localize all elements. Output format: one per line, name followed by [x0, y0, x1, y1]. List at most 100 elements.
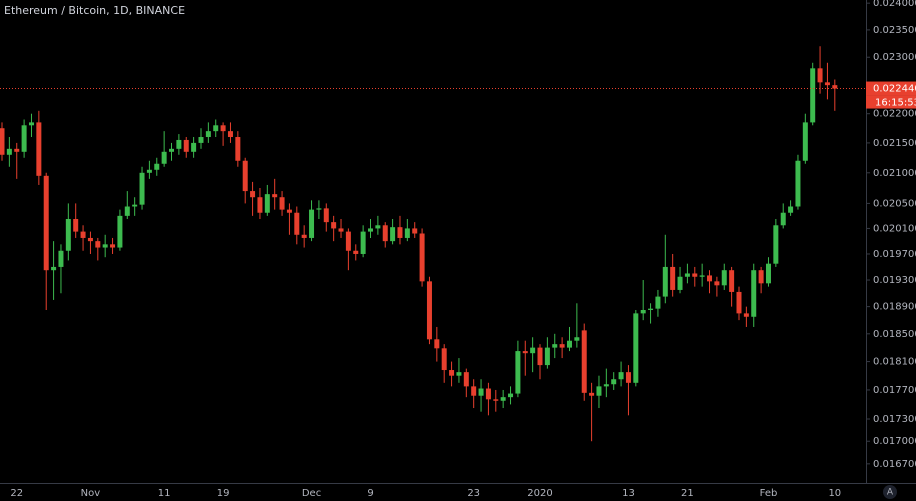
- candle-body: [736, 291, 742, 314]
- candle-body: [434, 339, 440, 349]
- candle-body: [51, 266, 57, 271]
- candle-body: [677, 276, 683, 290]
- candle-body: [14, 148, 20, 152]
- candle-body: [684, 273, 690, 277]
- candle-body: [220, 125, 226, 132]
- candle-body: [43, 175, 49, 271]
- candle-body: [154, 163, 160, 170]
- candle-body: [751, 270, 757, 317]
- candle-body: [198, 137, 204, 143]
- candle-body: [316, 208, 322, 210]
- candle-body: [161, 151, 167, 164]
- candle-body: [139, 172, 145, 205]
- candle-body: [810, 68, 816, 123]
- candle-body: [95, 241, 101, 248]
- candle-body: [117, 215, 123, 248]
- auto-scale-label[interactable]: A: [887, 488, 894, 498]
- candle-body: [419, 233, 425, 282]
- candle-body: [655, 296, 661, 309]
- candle-body: [0, 128, 5, 155]
- candle-body: [566, 340, 572, 348]
- x-tick-label: 2020: [527, 488, 552, 499]
- candle-body: [404, 228, 410, 238]
- candle-body: [530, 347, 536, 354]
- y-tick-label: 0.020100: [873, 223, 916, 234]
- auto-scale-button[interactable]: [883, 485, 897, 499]
- candle-body: [301, 234, 307, 238]
- candle-body: [257, 197, 263, 213]
- countdown-box: [866, 95, 916, 109]
- y-tick-label: 0.019300: [873, 275, 916, 286]
- candle-body: [375, 225, 381, 229]
- candle-body: [21, 125, 27, 152]
- candle-body: [574, 337, 580, 341]
- y-tick-label: 0.017000: [873, 436, 916, 447]
- candle-body: [699, 275, 705, 277]
- candle-body: [648, 308, 654, 311]
- y-tick-label: 0.018900: [873, 302, 916, 313]
- candle-body: [360, 231, 366, 254]
- candle-body: [544, 347, 550, 366]
- candle-body: [640, 310, 646, 314]
- candle-body: [426, 281, 432, 340]
- candle-body: [80, 231, 86, 238]
- candle-body: [603, 384, 609, 387]
- y-tick-label: 0.024000: [873, 0, 916, 9]
- candle-body: [227, 131, 233, 138]
- candle-body: [485, 388, 491, 400]
- y-tick-label: 0.018500: [873, 329, 916, 340]
- x-tick-label: 23: [467, 488, 480, 499]
- candle-body: [743, 313, 749, 317]
- candle-body: [581, 330, 587, 393]
- candle-body: [286, 209, 292, 213]
- candle-body: [449, 370, 455, 376]
- y-tick-label: 0.016700: [873, 459, 916, 470]
- candle-body: [102, 244, 108, 248]
- candle-body: [397, 227, 403, 238]
- candle-body: [235, 137, 241, 161]
- x-tick-label: 10: [828, 488, 841, 499]
- candle-body: [28, 122, 34, 126]
- candle-body: [338, 228, 344, 232]
- candle-body: [65, 218, 71, 251]
- candle-body: [832, 85, 838, 89]
- x-tick-label: Feb: [760, 488, 778, 499]
- candle-body: [73, 218, 79, 232]
- candle-body: [478, 388, 484, 396]
- candle-body: [264, 194, 270, 213]
- candle-body: [456, 372, 462, 376]
- candle-body: [611, 379, 617, 385]
- candle-body: [353, 250, 359, 254]
- candle-body: [176, 139, 182, 149]
- candle-body: [515, 351, 521, 394]
- candle-body: [500, 397, 506, 401]
- candle-body: [537, 347, 543, 366]
- candle-body: [368, 228, 373, 232]
- x-tick-label: 22: [10, 488, 23, 499]
- candle-body: [765, 263, 771, 284]
- candle-body: [670, 266, 676, 290]
- candle-body: [773, 225, 779, 264]
- y-tick-label: 0.018100: [873, 357, 916, 368]
- candle-body: [441, 348, 447, 371]
- candle-body: [213, 125, 219, 132]
- y-tick-label: 0.020500: [873, 198, 916, 209]
- candle-body: [331, 222, 337, 229]
- candle-body: [412, 228, 418, 234]
- candle-body: [795, 160, 801, 207]
- candle-body: [824, 82, 830, 86]
- candle-body: [508, 393, 514, 398]
- candle-body: [625, 372, 631, 383]
- candle-body: [559, 344, 565, 348]
- candle-body: [788, 206, 794, 213]
- candle-body: [36, 122, 42, 176]
- candle-body: [589, 392, 595, 396]
- candle-body: [279, 197, 285, 210]
- last-price-label: 0.022440: [873, 84, 916, 95]
- candle-body: [191, 142, 197, 152]
- candle-body: [146, 169, 152, 173]
- candle-body: [169, 148, 175, 152]
- candle-body: [552, 344, 558, 348]
- candle-body: [618, 372, 624, 380]
